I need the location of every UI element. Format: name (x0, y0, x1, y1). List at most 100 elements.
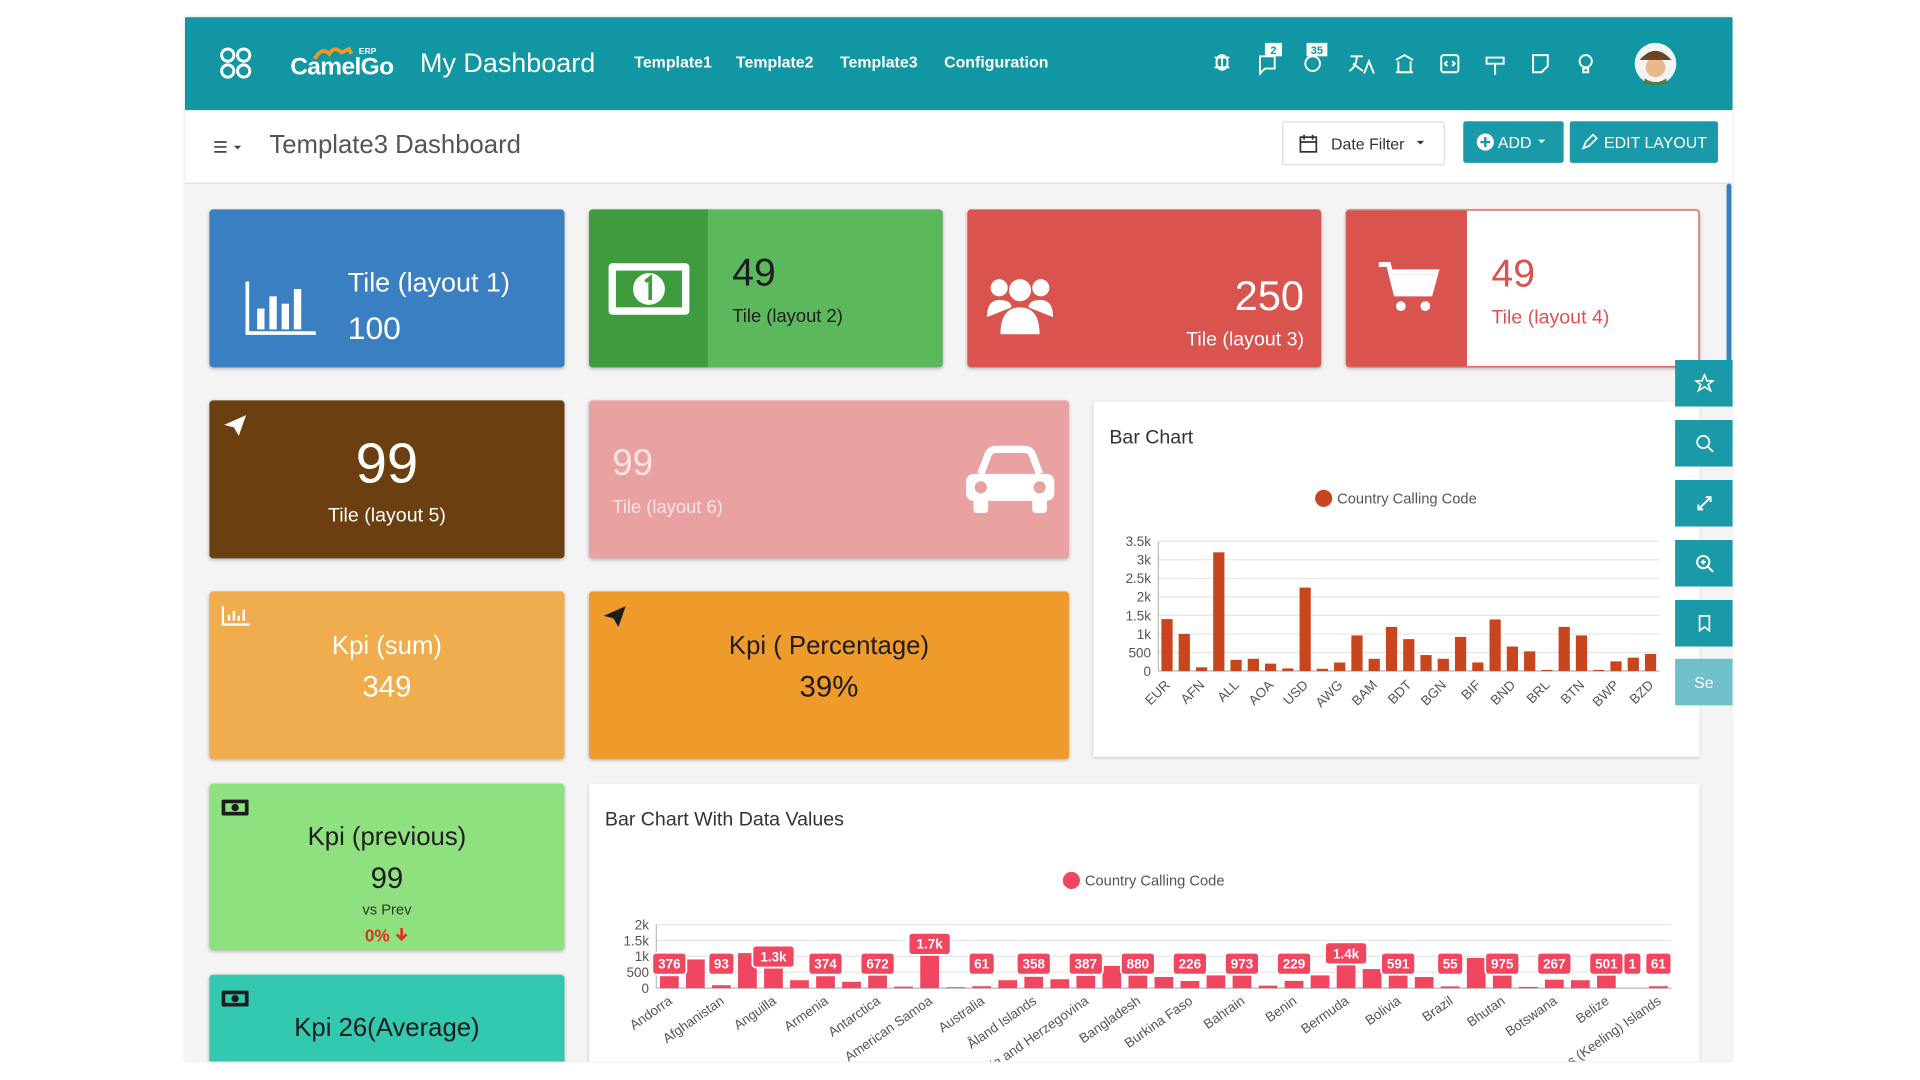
kpi-value: 349 (362, 671, 412, 705)
bar (1466, 957, 1486, 989)
code-icon[interactable] (1440, 54, 1460, 74)
tile-value: 250 (1234, 273, 1305, 320)
nav-item[interactable]: Template3 (840, 52, 918, 72)
tile-title: Tile (layout 1) (347, 266, 510, 298)
kpi-compare: vs Prev (362, 901, 412, 919)
apps-icon[interactable] (219, 47, 253, 81)
date-filter[interactable]: Date Filter (1282, 121, 1445, 166)
zoom-button[interactable] (1675, 540, 1733, 587)
button-label: EDIT LAYOUT (1604, 132, 1707, 152)
nav-item[interactable]: Configuration (944, 52, 1049, 72)
bar (1299, 587, 1311, 672)
chart-title: Bar Chart With Data Values (605, 808, 844, 830)
y-tick-label: 1k (635, 949, 649, 964)
nav-item[interactable]: Template2 (735, 52, 814, 72)
tile-value: 99 (612, 443, 654, 484)
y-tick-label: 500 (627, 965, 649, 980)
pencil-icon (1581, 133, 1598, 150)
data-label-box (1536, 951, 1573, 976)
x-tick-label: BZD (1627, 677, 1657, 707)
x-tick-label: Bolivia (1362, 993, 1403, 1028)
filter-menu[interactable] (212, 137, 249, 157)
kpi-average: Kpi 26(Average) (209, 974, 565, 1062)
expand-button[interactable] (1675, 480, 1733, 527)
note-icon[interactable] (1532, 54, 1549, 74)
data-label-box (907, 931, 952, 956)
header-icons: 2 35 (1214, 42, 1677, 85)
logo-tag: ERP (358, 47, 377, 57)
bar (1334, 662, 1346, 672)
badge-bg (1306, 42, 1328, 57)
bar (998, 980, 1018, 989)
badge: 35 (1311, 45, 1323, 57)
bar-chart-with-values: Bar Chart With Data Values Country Callin… (605, 808, 1673, 1062)
car-icon (966, 445, 1055, 514)
data-label: 973 (1231, 957, 1253, 972)
bar (1593, 669, 1605, 672)
avatar[interactable] (1634, 42, 1677, 85)
bar (1362, 969, 1382, 989)
bank-icon[interactable] (1395, 53, 1414, 74)
x-tick-label: AWG (1313, 677, 1346, 710)
bar (1575, 635, 1588, 672)
favorite-button[interactable] (1675, 360, 1733, 407)
tile-value: 99 (355, 431, 419, 495)
kpi-title: Kpi 26(Average) (294, 1013, 480, 1043)
y-tick-label: 2k (635, 917, 649, 932)
data-label: 591 (1387, 957, 1410, 972)
edit-layout-button[interactable]: EDIT LAYOUT (1569, 121, 1718, 163)
logo[interactable]: CamelGo (290, 53, 394, 81)
kpi-value: 39% (799, 671, 859, 705)
kpi-value: 99 (370, 862, 404, 896)
data-label: 226 (1179, 957, 1201, 972)
x-tick-label: Bahrain (1201, 993, 1248, 1032)
bar (712, 985, 731, 989)
refresh-icon[interactable] (1304, 55, 1321, 72)
top-bar: CamelGo ERP My Dashboard Template1 Templ… (184, 17, 1733, 111)
search-button[interactable] (1675, 420, 1733, 467)
side-text-button[interactable]: Se (1675, 658, 1733, 706)
bug-icon[interactable] (1214, 54, 1230, 71)
data-label-box (1276, 951, 1312, 976)
translate-icon[interactable] (1348, 55, 1375, 74)
bar (1385, 626, 1398, 672)
x-tick-label: BTN (1558, 677, 1588, 707)
data-label-box (859, 951, 896, 976)
data-label: 1.3k (760, 949, 787, 964)
x-tick-label: EUR (1142, 677, 1173, 708)
tile-value: 100 (347, 309, 401, 347)
bar (1213, 552, 1225, 672)
add-button[interactable]: ADD (1463, 121, 1564, 163)
bar (790, 980, 809, 989)
bar (1558, 626, 1570, 672)
data-label-box (1622, 951, 1643, 976)
x-tick-label: USD (1280, 677, 1311, 708)
chat-icon[interactable] (1259, 55, 1276, 76)
button-label: ADD (1497, 132, 1532, 152)
bar (1414, 977, 1434, 989)
plus-icon (1477, 133, 1495, 151)
badge: 2 (1270, 45, 1276, 57)
bar (1610, 661, 1622, 672)
sign-icon[interactable] (1485, 56, 1505, 75)
nav-item[interactable]: Template1 (634, 52, 712, 72)
chart-title: Bar Chart (1109, 426, 1193, 448)
logo-camel (313, 46, 354, 60)
tile-title: Tile (layout 6) (612, 497, 723, 518)
bar (1489, 619, 1501, 672)
x-tick-label: BWP (1590, 677, 1622, 709)
kpi-percentage: Kpi ( Percentage) 39% (588, 591, 1069, 760)
data-label: 387 (1075, 957, 1097, 972)
bookmark-icon (1698, 615, 1710, 633)
legend-swatch (1315, 489, 1333, 507)
x-tick-label: AOA (1246, 677, 1277, 708)
tile-title: Tile (layout 4) (1491, 307, 1610, 329)
bar (1541, 669, 1553, 672)
bookmark-button[interactable] (1675, 600, 1733, 647)
bulb-icon[interactable] (1578, 54, 1593, 74)
bar (1596, 972, 1616, 989)
bar (1178, 633, 1190, 672)
data-label-box (1119, 951, 1156, 976)
app-title: My Dashboard (420, 47, 596, 79)
bar (1258, 985, 1278, 989)
